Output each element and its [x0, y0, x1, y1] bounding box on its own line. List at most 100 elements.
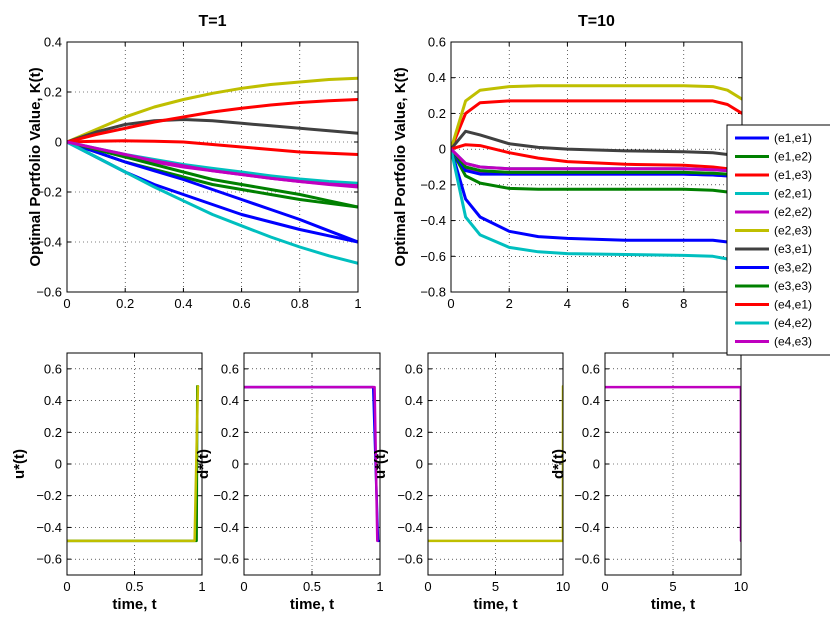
y-tick-label: 0.4 [44, 35, 62, 50]
series-line-1 [451, 147, 742, 251]
x-tick-label: 8 [680, 296, 687, 311]
x-tick-label: 0 [424, 579, 431, 594]
panel-3: 0 0.5 1 0.6 0.4 0.2 0 −0.2 −0.4 −0.6 time, t u*(t) [11, 352, 206, 613]
y-tick-label: 0.6 [405, 361, 423, 376]
y-tick-label: −0.4 [213, 520, 239, 535]
y-tick-label: −0.4 [420, 213, 446, 228]
x-tick-label: 5 [669, 579, 676, 594]
x-tick-label: 0 [63, 296, 70, 311]
y-tick-label: −0.6 [36, 552, 62, 567]
series-line-3 [451, 99, 742, 151]
y-axis-label: d*(t) [195, 449, 212, 479]
y-tick-label: −0.6 [397, 552, 423, 567]
y-tick-label: 0.2 [428, 106, 446, 121]
y-tick-label: 0.6 [582, 361, 600, 376]
y-tick-label: 0.4 [405, 393, 423, 408]
series-line-9 [451, 147, 742, 180]
y-tick-label: −0.8 [420, 285, 446, 300]
y-tick-label: −0.2 [574, 488, 600, 503]
series-line-3 [67, 139, 358, 156]
series-group [67, 76, 358, 265]
series-line-6 [67, 76, 358, 144]
x-tick-label: 5 [492, 579, 499, 594]
x-tick-label: 4 [564, 296, 571, 311]
y-tick-label: −0.6 [420, 249, 446, 264]
panel-6: 0 5 10 0.6 0.4 0.2 0 −0.2 −0.4 −0.6 time, t d*(t) [550, 352, 748, 613]
y-tick-label: 0.4 [582, 393, 600, 408]
y-axis-label: Optimal Portfolio Value, K(t) [27, 67, 44, 266]
x-axis-label: time, t [112, 596, 156, 613]
y-tick-label: 0.4 [428, 70, 446, 85]
panel-title: T=10 [578, 13, 615, 30]
y-tick-label: −0.6 [574, 552, 600, 567]
y-tick-label: −0.4 [397, 520, 423, 535]
legend-label: (e2,e3) [774, 224, 812, 238]
series-line-7 [67, 118, 358, 144]
y-tick-label: 0 [593, 457, 600, 472]
legend-label: (e3,e3) [774, 279, 812, 293]
axes-frame [66, 41, 359, 293]
legend-label: (e3,e2) [774, 261, 812, 275]
series-line-8 [67, 140, 358, 244]
legend-label: (e1,e2) [774, 150, 812, 164]
x-tick-label: 0 [447, 296, 454, 311]
axes-frame [604, 352, 742, 576]
y-tick-label: −0.2 [36, 488, 62, 503]
series-line-11 [67, 140, 358, 265]
y-tick-label: 0.4 [44, 393, 62, 408]
y-tick-label: 0.6 [44, 361, 62, 376]
y-tick-label: 0.6 [221, 361, 239, 376]
x-tick-label: 0 [240, 579, 247, 594]
legend-label: (e3,e1) [774, 242, 812, 256]
panel-title: T=1 [198, 13, 226, 30]
y-tick-label: −0.6 [36, 285, 62, 300]
y-tick-label: 0.4 [221, 393, 239, 408]
y-axis-label: Optimal Portfolio Value, K(t) [392, 67, 409, 266]
series-group [451, 84, 742, 267]
series-line-2 [451, 147, 742, 199]
x-tick-label: 0.2 [116, 296, 134, 311]
y-tick-label: −0.2 [397, 488, 423, 503]
series-line-2 [244, 385, 379, 543]
x-axis-label: time, t [651, 596, 695, 613]
x-tick-label: 0 [601, 579, 608, 594]
axes-frame [427, 352, 564, 576]
y-tick-label: −0.2 [420, 177, 446, 192]
y-axis-label: u*(t) [11, 449, 28, 479]
series-line-2 [67, 385, 200, 543]
series-line-6 [451, 84, 742, 151]
series-line-9 [67, 140, 358, 209]
legend-label: (e2,e2) [774, 205, 812, 219]
series-line-7 [451, 129, 742, 162]
axes-frame [66, 352, 203, 576]
y-tick-label: 0.6 [428, 35, 446, 50]
y-axis-label: u*(t) [372, 449, 389, 479]
series-line-8 [451, 147, 742, 180]
x-tick-label: 0.6 [233, 296, 251, 311]
panel-2: 0 2 4 6 8 0.6 0.4 0.2 0 −0.2 −0.4 −0.6 −0.8 T=10 Optim… [392, 13, 743, 311]
y-tick-label: 0.2 [582, 425, 600, 440]
y-tick-label: 0 [232, 457, 239, 472]
series-group [67, 385, 200, 543]
x-tick-label: 0 [63, 579, 70, 594]
x-tick-label: 10 [734, 579, 748, 594]
series-line-12 [67, 140, 358, 189]
panel-5: 0 5 10 0.6 0.4 0.2 0 −0.2 −0.4 −0.6 time, t u*(t) [372, 352, 570, 613]
y-tick-label: 0.2 [44, 85, 62, 100]
y-tick-label: −0.4 [36, 520, 62, 535]
series-line-10 [451, 143, 742, 174]
series-line-10 [67, 98, 358, 144]
y-tick-label: 0 [439, 142, 446, 157]
y-tick-label: 0.2 [44, 425, 62, 440]
legend-label: (e2,e1) [774, 187, 812, 201]
y-tick-label: 0 [55, 457, 62, 472]
x-tick-label: 6 [622, 296, 629, 311]
x-tick-label: 0.8 [291, 296, 309, 311]
x-axis-label: time, t [290, 596, 334, 613]
axes-frame [243, 352, 381, 576]
legend-box [726, 124, 830, 356]
panel-1: 0 0.2 0.4 0.6 0.8 1 0.4 0.2 0 −0.2 −0.4 −0.6 T=1 Opti… [27, 13, 362, 311]
panel-4: 0 0.5 1 0.6 0.4 0.2 0 −0.2 −0.4 −0.6 time, t d*(t) [195, 352, 384, 613]
x-tick-label: 1 [354, 296, 361, 311]
